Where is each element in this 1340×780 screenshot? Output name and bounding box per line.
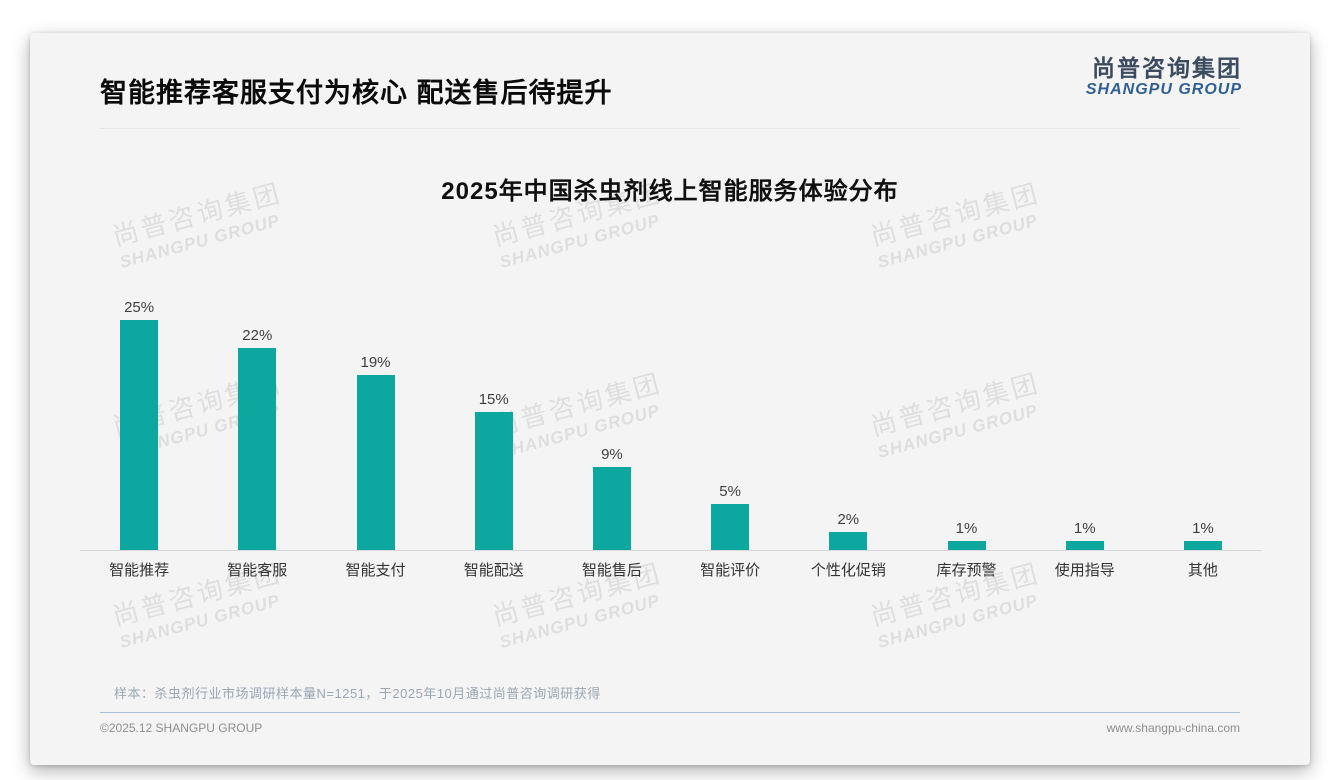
bar-column: 22% xyxy=(198,243,316,550)
footer-divider xyxy=(100,712,1240,713)
footer-copyright: ©2025.12 SHANGPU GROUP xyxy=(100,721,263,735)
bar-column: 1% xyxy=(1026,243,1144,550)
bar xyxy=(120,320,159,550)
bar-value-label: 25% xyxy=(124,299,155,316)
bar-column: 9% xyxy=(553,243,671,550)
bar-value-label: 1% xyxy=(1073,520,1096,537)
logo-cn-text: 尚普咨询集团 xyxy=(1092,55,1242,81)
bar-column: 2% xyxy=(789,243,907,550)
bar-category-label: 个性化促销 xyxy=(810,562,886,579)
bar-column: 19% xyxy=(316,243,434,550)
logo-en-text: SHANGPU GROUP xyxy=(1085,81,1242,99)
page-title: 智能推荐客服支付为核心 配送售后待提升 xyxy=(100,78,613,108)
footer-website: www.shangpu-china.com xyxy=(1106,721,1240,735)
chart-title: 2025年中国杀虫剂线上智能服务体验分布 xyxy=(441,178,899,205)
bar-category-label: 使用指导 xyxy=(1054,562,1115,579)
bar-column: 1% xyxy=(1144,243,1262,550)
bar-value-label: 5% xyxy=(719,483,741,500)
bar-value-label: 2% xyxy=(837,511,860,528)
bar-value-label: 19% xyxy=(360,354,391,371)
sample-note: 样本：杀虫剂行业市场调研样本量N=1251，于2025年10月通过尚普咨询调研获… xyxy=(114,686,601,701)
bar-category-label: 库存预警 xyxy=(936,562,997,579)
bar-category-label: 智能支付 xyxy=(345,562,406,579)
bar-column: 25% xyxy=(80,243,198,550)
bar xyxy=(592,467,631,550)
bar-value-label: 9% xyxy=(601,446,623,463)
bar xyxy=(711,504,750,550)
bar xyxy=(356,375,395,550)
bar xyxy=(238,348,277,550)
watermark-en-text: SHANGPU GROUP xyxy=(875,590,1040,652)
slide-card: 智能推荐客服支付为核心 配送售后待提升 尚普咨询集团 SHANGPU GROUP… xyxy=(30,33,1310,765)
bar-category-label: 智能评价 xyxy=(700,562,761,579)
bar-category-label: 其他 xyxy=(1187,562,1218,579)
bar xyxy=(474,412,513,550)
watermark-en-text: SHANGPU GROUP xyxy=(117,590,282,652)
bar-value-label: 15% xyxy=(478,391,509,408)
bar-column: 15% xyxy=(435,243,553,550)
bar-value-label: 22% xyxy=(242,327,273,344)
bar xyxy=(829,532,868,550)
bar xyxy=(947,541,986,550)
bar-value-label: 1% xyxy=(1192,520,1214,537)
bar-column: 5% xyxy=(671,243,789,550)
bar xyxy=(1065,541,1104,550)
bar-category-label: 智能售后 xyxy=(581,562,642,579)
watermark-en-text: SHANGPU GROUP xyxy=(497,590,662,652)
title-divider xyxy=(100,128,1240,129)
bar-category-label: 智能配送 xyxy=(463,562,524,579)
company-logo: 尚普咨询集团 SHANGPU GROUP xyxy=(1086,55,1242,100)
bar-value-label: 1% xyxy=(955,520,978,537)
x-axis-labels: 智能推荐 智能客服 智能支付 智能配送 智能售后 智能评价 个性化促销 库存预警 使用指导 其他 xyxy=(80,559,1262,580)
bar-column: 1% xyxy=(907,243,1025,550)
bar-chart: 25% 22% 19% 15% 9% 5% 2% 1% 1% 1% xyxy=(80,243,1262,551)
bar-category-label: 智能客服 xyxy=(227,562,288,579)
bar-category-label: 智能推荐 xyxy=(109,562,170,579)
bar xyxy=(1183,541,1222,550)
